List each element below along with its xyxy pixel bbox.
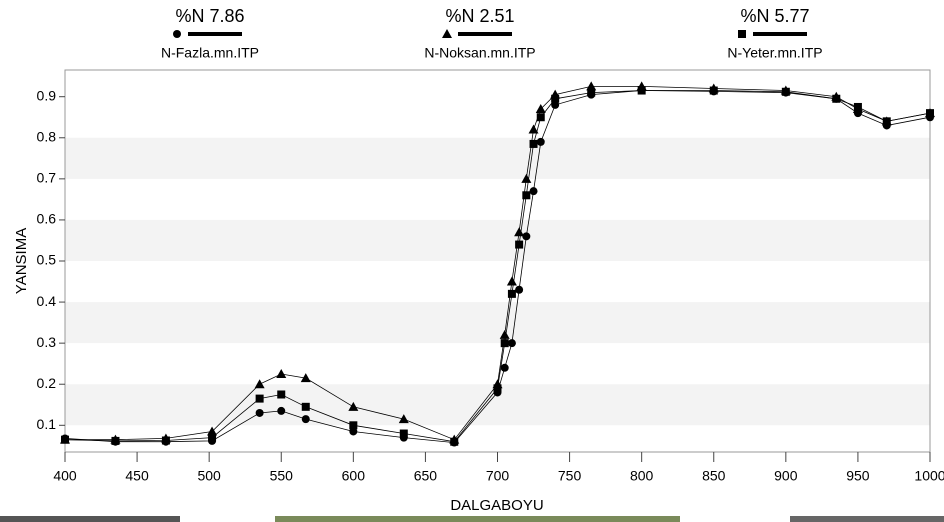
marker [400,430,408,438]
marker [530,187,538,195]
legend-name: N-Fazla.mn.ITP [161,45,259,61]
legend-label: %N 2.51 [445,6,514,26]
photo-strip [0,516,944,522]
marker [926,109,934,117]
x-tick-label: 500 [197,468,221,484]
marker [494,384,502,392]
marker [501,339,509,347]
marker [638,87,646,95]
marker [277,407,285,415]
x-tick-label: 850 [702,468,726,484]
x-tick-label: 550 [270,468,294,484]
legend-name: N-Noksan.mn.ITP [424,45,535,61]
marker [883,117,891,125]
x-tick-label: 600 [342,468,366,484]
grid-band [65,220,930,261]
x-tick-label: 750 [558,468,582,484]
y-tick-label: 0.8 [37,128,57,144]
marker [515,286,523,294]
marker [515,241,523,249]
marker [501,364,509,372]
x-tick-label: 1000 [914,468,944,484]
x-tick-label: 400 [53,468,77,484]
y-tick-label: 0.1 [37,416,57,432]
legend-label: %N 7.86 [175,6,244,26]
marker [111,437,119,445]
marker [710,87,718,95]
marker [537,113,545,121]
y-tick-label: 0.5 [37,252,57,268]
marker [302,415,310,423]
legend-label: %N 5.77 [740,6,809,26]
x-tick-label: 700 [486,468,510,484]
y-tick-label: 0.3 [37,334,57,350]
marker [173,30,181,38]
y-tick-label: 0.6 [37,211,57,227]
y-axis-label: YANSIMA [13,228,30,294]
marker [522,191,530,199]
x-tick-label: 950 [846,468,870,484]
marker [508,339,516,347]
x-tick-label: 650 [414,468,438,484]
marker [854,103,862,111]
marker [208,434,216,442]
marker [551,95,559,103]
marker [302,403,310,411]
marker [508,290,516,298]
marker [832,95,840,103]
marker [738,30,746,38]
marker [61,436,69,444]
marker [782,88,790,96]
x-tick-label: 800 [630,468,654,484]
marker [162,436,170,444]
chart: DALGABOYU YANSIMA 0.1 0.2 0.3 0.4 0.5 0.6 0.7 0… [0,0,944,522]
marker [277,390,285,398]
legend-name: N-Yeter.mn.ITP [727,45,822,61]
y-tick-label: 0.2 [37,375,57,391]
marker [256,409,264,417]
x-tick-label: 900 [774,468,798,484]
marker [256,395,264,403]
marker [349,421,357,429]
marker [522,232,530,240]
y-tick-label: 0.9 [37,87,57,103]
grid-band [65,138,930,179]
grid-band [65,302,930,343]
marker [537,138,545,146]
x-tick-label: 450 [125,468,149,484]
y-tick-label: 0.7 [37,170,57,186]
marker [587,89,595,97]
marker [450,438,458,446]
x-axis-label: DALGABOYU [450,497,543,514]
y-tick-label: 0.4 [37,293,57,309]
marker [530,140,538,148]
